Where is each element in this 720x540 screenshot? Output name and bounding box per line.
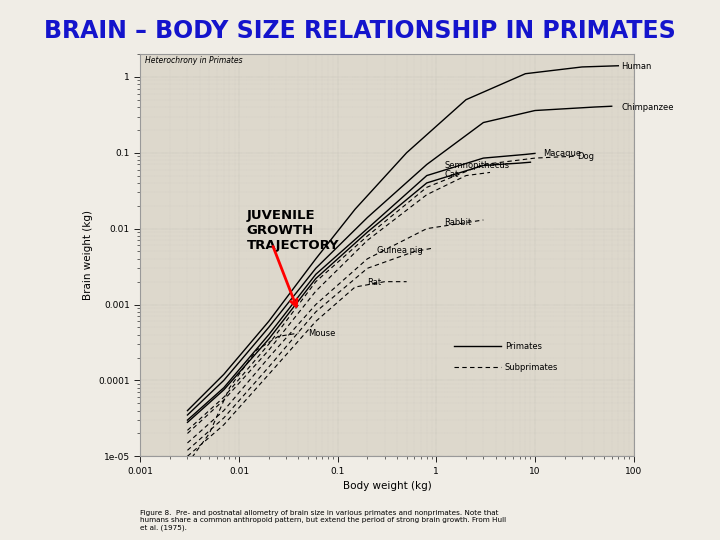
Text: Primates: Primates xyxy=(505,342,542,351)
Y-axis label: Brain weight (kg): Brain weight (kg) xyxy=(83,210,93,300)
X-axis label: Body weight (kg): Body weight (kg) xyxy=(343,481,431,491)
Text: Macaque: Macaque xyxy=(543,149,581,158)
Text: Cat: Cat xyxy=(444,170,459,179)
Text: Guinea pig: Guinea pig xyxy=(377,246,423,255)
Text: Human: Human xyxy=(621,63,652,71)
Text: Mouse: Mouse xyxy=(308,329,336,338)
Text: Semnopithecus: Semnopithecus xyxy=(444,161,509,170)
Text: Chimpanzee: Chimpanzee xyxy=(621,103,674,112)
Text: JUVENILE
GROWTH
TRAJECTORY: JUVENILE GROWTH TRAJECTORY xyxy=(247,210,339,252)
Text: Heterochrony in Primates: Heterochrony in Primates xyxy=(145,56,243,65)
Text: BRAIN – BODY SIZE RELATIONSHIP IN PRIMATES: BRAIN – BODY SIZE RELATIONSHIP IN PRIMAT… xyxy=(44,19,676,43)
Text: Rabbit: Rabbit xyxy=(444,218,472,227)
Text: Dog: Dog xyxy=(577,152,595,161)
Text: Figure 8.  Pre- and postnatal allometry of brain size in various primates and no: Figure 8. Pre- and postnatal allometry o… xyxy=(140,510,507,531)
Text: Rat: Rat xyxy=(367,278,382,287)
Text: Subprimates: Subprimates xyxy=(505,362,558,372)
